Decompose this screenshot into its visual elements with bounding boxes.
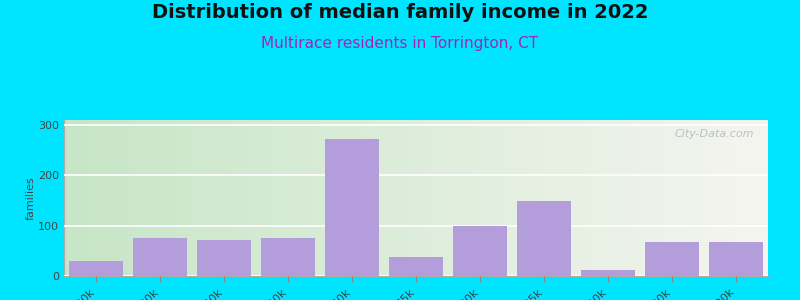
Bar <box>325 139 379 276</box>
Bar <box>389 257 443 276</box>
Bar <box>197 240 251 276</box>
Bar <box>261 238 315 276</box>
Bar <box>69 261 123 276</box>
Bar <box>645 242 699 276</box>
Bar <box>133 238 187 276</box>
Y-axis label: families: families <box>26 176 35 220</box>
Text: City-Data.com: City-Data.com <box>674 129 754 140</box>
Bar <box>517 200 571 276</box>
Text: Multirace residents in Torrington, CT: Multirace residents in Torrington, CT <box>262 36 538 51</box>
Bar <box>709 242 763 276</box>
Bar <box>581 270 635 276</box>
Bar <box>453 226 507 276</box>
Text: Distribution of median family income in 2022: Distribution of median family income in … <box>152 3 648 22</box>
